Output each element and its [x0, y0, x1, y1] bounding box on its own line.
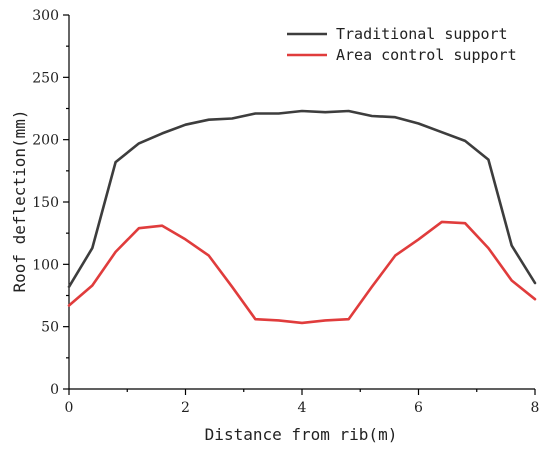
y-tick-label: 250: [32, 70, 59, 86]
x-axis-title: Distance from rib(m): [205, 425, 398, 444]
axes: [68, 15, 535, 390]
y-tick-label: 200: [32, 133, 59, 149]
y-tick-label: 100: [32, 257, 59, 273]
series-line-1: [67, 109, 537, 289]
x-tick-label: 6: [414, 400, 423, 416]
x-tick-label: 8: [531, 400, 540, 416]
series-layer: [67, 109, 537, 325]
y-tick-label: 0: [50, 382, 59, 398]
y-tick-label: 50: [41, 320, 59, 336]
y-axis-title: Roof deflection(mm): [10, 109, 29, 292]
legend-label-1: Traditional support: [336, 25, 508, 43]
ticks: 0 50 100 150 200 250 300 0 2 4 6 8: [32, 8, 539, 416]
legend: Traditional support Area control support: [287, 25, 517, 64]
legend-label-2: Area control support: [336, 46, 517, 64]
y-tick-label: 150: [32, 195, 59, 211]
x-tick-label: 4: [298, 400, 307, 416]
y-tick-label: 300: [32, 8, 59, 24]
x-tick-label: 0: [65, 400, 74, 416]
x-tick-label: 2: [181, 400, 190, 416]
series-line-2: [67, 220, 537, 325]
